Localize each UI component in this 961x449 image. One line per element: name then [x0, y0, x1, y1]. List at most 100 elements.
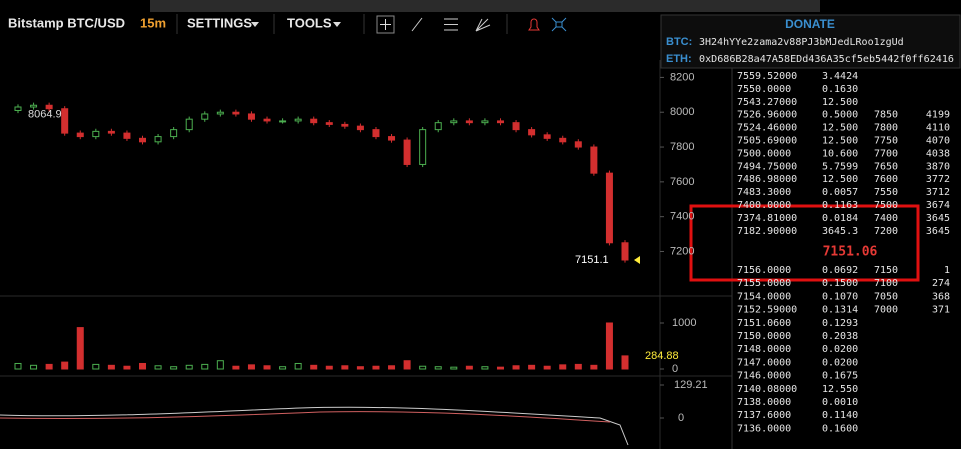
candle-body [543, 134, 551, 139]
candle-body [419, 129, 427, 165]
eth-address[interactable]: 0xD686B28a47A58EDd436A35cf5eb5442f0ff624… [699, 54, 954, 65]
volume-bar [325, 365, 333, 370]
candle-body [14, 106, 22, 111]
volume-bar [216, 360, 224, 370]
ask-price: 7500.0000 [737, 148, 791, 159]
candle-body [45, 104, 53, 110]
line-tool[interactable] [411, 17, 423, 32]
y-tick-label: 129.21 [674, 379, 708, 391]
candle-body [123, 132, 131, 139]
candle-body [310, 118, 318, 124]
candle-body [605, 172, 613, 244]
bid-price: 7138.0000 [737, 397, 791, 408]
interval[interactable]: 15m [140, 15, 166, 30]
bid-price: 7147.0000 [737, 357, 791, 368]
candle-body [559, 137, 567, 143]
bid-amount: 0.0200 [822, 344, 858, 355]
candle-body [528, 129, 536, 136]
alert-tool[interactable] [528, 18, 540, 31]
candle-body [512, 122, 520, 131]
ask-amount: 0.0057 [822, 187, 858, 198]
y-tick-label: 0 [678, 412, 684, 424]
volume-bar [232, 365, 240, 370]
volume-bar [621, 355, 629, 370]
ask-amount: 5.7599 [822, 161, 858, 172]
bid-price: 7150.0000 [737, 331, 791, 342]
bid-amount: 0.1140 [822, 410, 858, 421]
volume-bar [465, 365, 473, 370]
volume-bar [559, 364, 567, 370]
ask-price: 7494.75000 [737, 161, 797, 172]
top-strip [150, 0, 820, 12]
depth-price: 7650 [874, 161, 898, 172]
depth-total: 4038 [926, 148, 950, 159]
y-tick-label: 7800 [670, 141, 694, 153]
depth-price: 7550 [874, 187, 898, 198]
volume-bar [123, 365, 131, 370]
candle-body [107, 130, 115, 134]
ask-amount: 0.1630 [822, 84, 858, 95]
bid-amount: 0.0692 [822, 265, 858, 276]
crosshair-tool[interactable] [376, 15, 395, 34]
ask-price: 7182.90000 [737, 226, 797, 237]
volume-bar [388, 365, 396, 370]
depth-total: 4110 [926, 123, 950, 134]
candle-body [372, 129, 380, 138]
bid-price: 7140.08000 [737, 384, 797, 395]
volume-bar [263, 365, 271, 370]
volume-bar [481, 366, 489, 370]
depth-total: 4070 [926, 136, 950, 147]
candle-body [450, 120, 458, 124]
btc-address[interactable]: 3H24hYYe2zama2v88PJ3bMJedLRoo1zgUd [699, 37, 904, 48]
volume-bar [434, 366, 442, 370]
volume-bar [590, 364, 598, 370]
ask-amount: 0.1163 [822, 200, 858, 211]
depth-price: 7700 [874, 148, 898, 159]
candle-body [481, 120, 489, 124]
volume-bar [574, 363, 582, 370]
volume-bar [310, 364, 318, 370]
depth-price: 7150 [874, 265, 898, 276]
candle-body [341, 123, 349, 127]
depth-total: 3645 [926, 226, 950, 237]
volume-bar [201, 363, 209, 370]
fib-tool[interactable] [475, 18, 491, 32]
candle-body [325, 122, 333, 125]
ask-price: 7526.96000 [737, 110, 797, 121]
bid-price: 7151.0600 [737, 318, 791, 329]
last-price: 7151.06 [823, 245, 878, 260]
y-tick-label: 1000 [672, 317, 696, 329]
depth-price: 7500 [874, 200, 898, 211]
hline-tool[interactable] [444, 18, 458, 31]
depth-total: 368 [932, 291, 950, 302]
depth-total: 371 [932, 305, 950, 316]
volume-bar [512, 365, 520, 370]
depth-price: 7100 [874, 278, 898, 289]
volume-bar [139, 362, 147, 370]
y-tick-label: 8200 [670, 71, 694, 83]
bid-amount: 12.550 [822, 384, 858, 395]
depth-total: 3870 [926, 161, 950, 172]
bid-amount: 0.1293 [822, 318, 858, 329]
oscillator-signal [0, 411, 611, 423]
ask-price: 7524.46000 [737, 123, 797, 134]
ask-amount: 0.0184 [822, 213, 858, 224]
volume-bar [185, 364, 193, 370]
depth-price: 7200 [874, 226, 898, 237]
bid-price: 7137.6000 [737, 410, 791, 421]
volume-bar [605, 322, 613, 370]
tools-menu[interactable]: TOOLS [287, 15, 332, 30]
ask-amount: 10.600 [822, 148, 858, 159]
volume-bar [543, 365, 551, 370]
candle-body [465, 120, 473, 124]
volume-bar [14, 362, 22, 370]
candle-body [76, 132, 84, 138]
ask-amount: 12.500 [822, 136, 858, 147]
caret [333, 22, 341, 27]
depth-price: 7600 [874, 174, 898, 185]
fullscreen-tool[interactable] [551, 17, 567, 32]
settings-menu[interactable]: SETTINGS [187, 15, 252, 30]
eth-label: ETH: [666, 53, 692, 65]
depth-total: 3674 [926, 200, 950, 211]
